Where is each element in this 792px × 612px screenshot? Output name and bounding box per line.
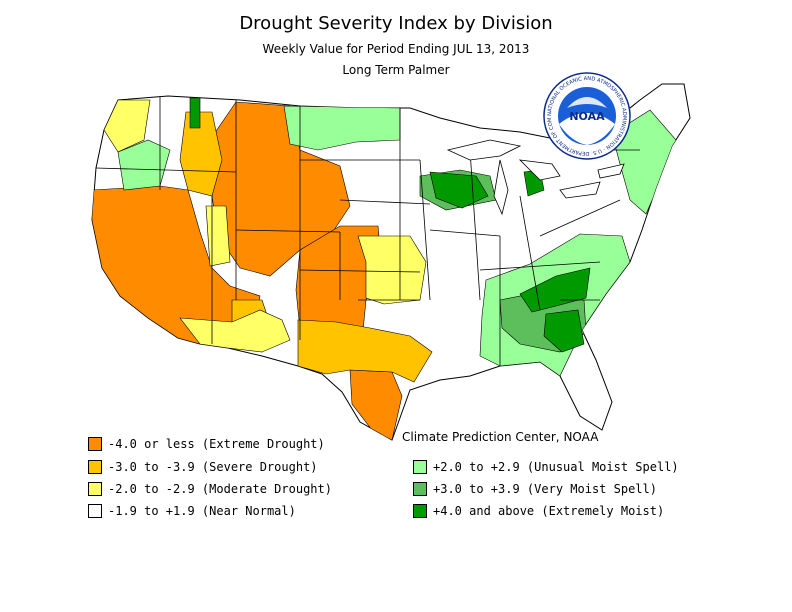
region-severe-texas <box>297 319 433 383</box>
noaa-logo: NATIONAL OCEANIC AND ATMOSPHERIC ADMINIS… <box>543 72 631 160</box>
great-lakes <box>446 139 625 216</box>
region-extreme-texas-coast <box>349 369 403 440</box>
legend-label: -2.0 to -2.9 (Moderate Drought) <box>108 482 332 496</box>
legend-item-very-moist: +3.0 to +3.9 (Very Moist Spell) <box>413 481 657 497</box>
legend-swatch <box>88 482 102 496</box>
legend-label: +3.0 to +3.9 (Very Moist Spell) <box>433 482 657 496</box>
legend-swatch <box>88 437 102 451</box>
legend-item-extreme-drought: -4.0 or less (Extreme Drought) <box>88 436 325 452</box>
legend-item-unusual-moist: +2.0 to +2.9 (Unusual Moist Spell) <box>413 459 679 475</box>
legend-label: +4.0 and above (Extremely Moist) <box>433 504 665 518</box>
map-subtitle-period: Weekly Value for Period Ending JUL 13, 2… <box>262 42 530 56</box>
map-subtitle-index: Long Term Palmer <box>342 63 450 77</box>
region-extreme-moist-georgia <box>543 309 585 353</box>
legend-item-moderate-drought: -2.0 to -2.9 (Moderate Drought) <box>88 481 332 497</box>
legend-swatch <box>88 504 102 518</box>
legend-label: +2.0 to +2.9 (Unusual Moist Spell) <box>433 460 679 474</box>
legend-swatch <box>413 504 427 518</box>
region-moderate-plains <box>357 235 427 305</box>
region-extreme-moist-appalachia <box>519 267 591 313</box>
legend-item-extremely-moist: +4.0 and above (Extremely Moist) <box>413 503 664 519</box>
region-moderate-utah <box>205 205 231 267</box>
legend-swatch <box>88 460 102 474</box>
noaa-logo-center-text: NOAA <box>569 110 605 123</box>
region-extreme-moist-montana-strip <box>189 97 201 129</box>
region-moist-pnw <box>117 139 171 191</box>
legend-label: -1.9 to +1.9 (Near Normal) <box>108 504 296 518</box>
legend-swatch <box>413 460 427 474</box>
legend-label: -3.0 to -3.9 (Severe Drought) <box>108 460 318 474</box>
legend-item-severe-drought: -3.0 to -3.9 (Severe Drought) <box>88 459 318 475</box>
legend-item-near-normal: -1.9 to +1.9 (Near Normal) <box>88 503 296 519</box>
legend-label: -4.0 or less (Extreme Drought) <box>108 437 325 451</box>
credit-text: Climate Prediction Center, NOAA <box>402 430 599 444</box>
legend-swatch <box>413 482 427 496</box>
map-title: Drought Severity Index by Division <box>239 13 553 34</box>
